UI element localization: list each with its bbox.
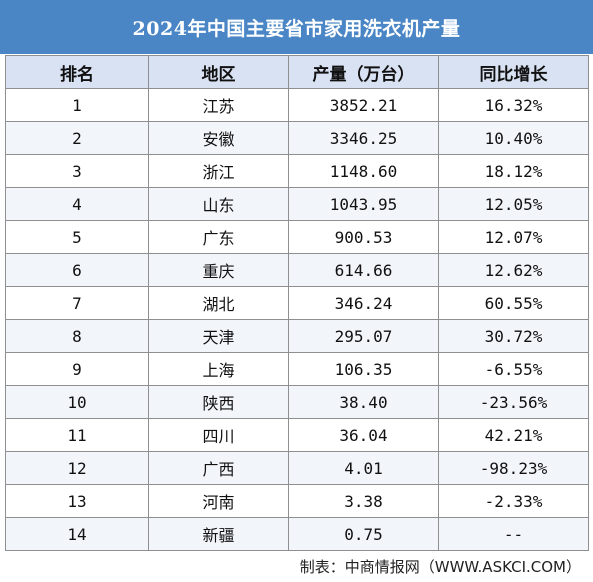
table-row: 12 广西 4.01 -98.23% [5,451,589,485]
cell-growth: -2.33% [438,484,589,518]
cell-output: 295.07 [288,319,439,353]
table-header-row: 排名 地区 产量（万台） 同比增长 [5,55,589,89]
cell-growth: -- [438,517,589,551]
header-growth: 同比增长 [438,55,589,89]
cell-rank: 10 [5,385,149,419]
cell-rank: 2 [5,121,149,155]
cell-growth: 42.21% [438,418,589,452]
cell-rank: 11 [5,418,149,452]
table-row: 1 江苏 3852.21 16.32% [5,88,589,122]
header-rank: 排名 [5,55,149,89]
cell-growth: -23.56% [438,385,589,419]
cell-region: 上海 [148,352,289,386]
table-row: 9 上海 106.35 -6.55% [5,352,589,386]
cell-output: 106.35 [288,352,439,386]
cell-output: 4.01 [288,451,439,485]
table-row: 7 湖北 346.24 60.55% [5,286,589,320]
cell-growth: -98.23% [438,451,589,485]
cell-output: 1148.60 [288,154,439,188]
cell-region: 安徽 [148,121,289,155]
cell-rank: 7 [5,286,149,320]
table-row: 5 广东 900.53 12.07% [5,220,589,254]
cell-output: 1043.95 [288,187,439,221]
cell-growth: 60.55% [438,286,589,320]
cell-rank: 1 [5,88,149,122]
cell-region: 陕西 [148,385,289,419]
header-region: 地区 [148,55,289,89]
cell-output: 900.53 [288,220,439,254]
table-row: 13 河南 3.38 -2.33% [5,484,589,518]
cell-growth: 16.32% [438,88,589,122]
cell-growth: 30.72% [438,319,589,353]
header-output: 产量（万台） [288,55,439,89]
cell-output: 36.04 [288,418,439,452]
table-row: 2 安徽 3346.25 10.40% [5,121,589,155]
cell-output: 346.24 [288,286,439,320]
cell-rank: 14 [5,517,149,551]
table-row: 6 重庆 614.66 12.62% [5,253,589,287]
table-row: 8 天津 295.07 30.72% [5,319,589,353]
table-row: 3 浙江 1148.60 18.12% [5,154,589,188]
source-footer: 制表：中商情报网（WWW.ASKCI.COM） [299,557,581,576]
cell-region: 重庆 [148,253,289,287]
cell-rank: 5 [5,220,149,254]
cell-output: 3346.25 [288,121,439,155]
table-row: 14 新疆 0.75 -- [5,517,589,551]
cell-region: 广东 [148,220,289,254]
cell-rank: 6 [5,253,149,287]
table-row: 11 四川 36.04 42.21% [5,418,589,452]
cell-growth: 12.07% [438,220,589,254]
cell-output: 0.75 [288,517,439,551]
cell-output: 3852.21 [288,88,439,122]
cell-growth: 12.05% [438,187,589,221]
cell-rank: 13 [5,484,149,518]
table-body: 1 江苏 3852.21 16.32% 2 安徽 3346.25 10.40% 3 浙江 1148.… [5,88,589,551]
cell-region: 新疆 [148,517,289,551]
cell-region: 山东 [148,187,289,221]
table-row: 10 陕西 38.40 -23.56% [5,385,589,419]
table-row: 4 山东 1043.95 12.05% [5,187,589,221]
cell-rank: 12 [5,451,149,485]
cell-growth: 12.62% [438,253,589,287]
production-table: 排名 地区 产量（万台） 同比增长 1 江苏 3852.21 16.32% 2 安徽 334… [5,55,589,551]
cell-growth: -6.55% [438,352,589,386]
cell-region: 广西 [148,451,289,485]
cell-output: 3.38 [288,484,439,518]
cell-rank: 4 [5,187,149,221]
cell-growth: 18.12% [438,154,589,188]
cell-growth: 10.40% [438,121,589,155]
cell-output: 614.66 [288,253,439,287]
cell-rank: 3 [5,154,149,188]
cell-output: 38.40 [288,385,439,419]
cell-rank: 9 [5,352,149,386]
table-title: 2024年中国主要省市家用洗衣机产量 [0,0,593,54]
cell-region: 四川 [148,418,289,452]
cell-region: 湖北 [148,286,289,320]
cell-region: 浙江 [148,154,289,188]
cell-region: 江苏 [148,88,289,122]
cell-region: 河南 [148,484,289,518]
cell-region: 天津 [148,319,289,353]
cell-rank: 8 [5,319,149,353]
